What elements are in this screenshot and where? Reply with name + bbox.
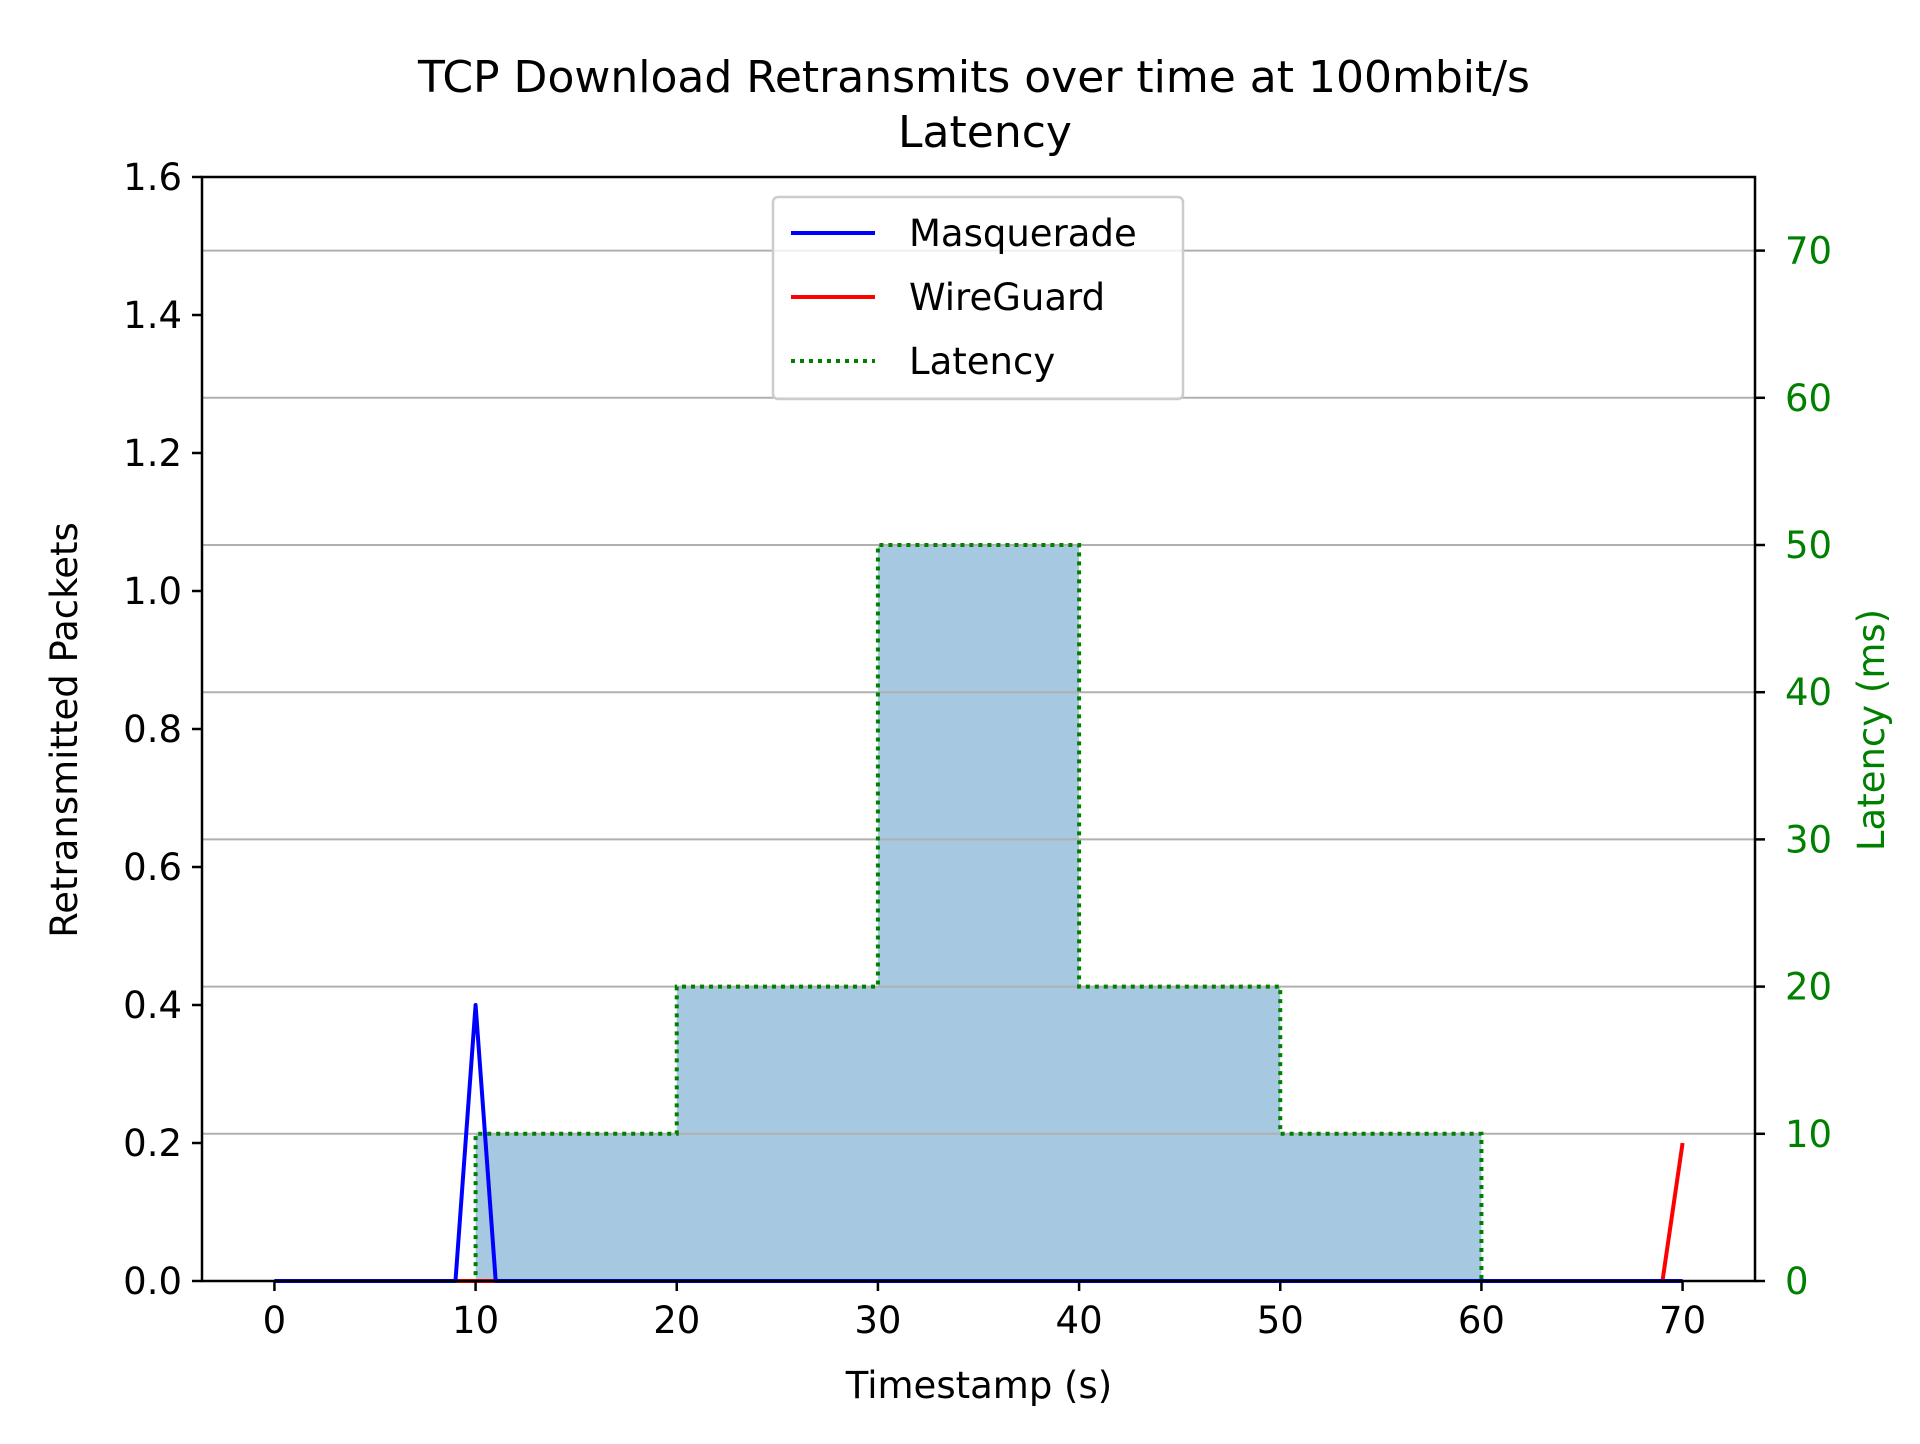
y-right-tick-label-5: 50: [1785, 524, 1832, 567]
y-right-tick-label-4: 40: [1785, 671, 1832, 714]
x-axis-label: Timestamp (s): [845, 1364, 1112, 1407]
y-tick-label-3: 0.6: [123, 846, 182, 889]
y-right-tick-label-7: 70: [1785, 230, 1832, 273]
x-tick-label-2: 20: [653, 1299, 700, 1342]
y-tick-label-7: 1.4: [123, 294, 182, 337]
y-tick-label-2: 0.4: [123, 984, 182, 1027]
y-tick-label-8: 1.6: [123, 156, 182, 199]
x-tick-label-5: 50: [1257, 1299, 1304, 1342]
legend-box: [771, 195, 1185, 401]
legend: Masquerade WireGuard Latency: [771, 195, 1185, 401]
y-right-tick-label-2: 20: [1785, 966, 1832, 1009]
y-tick-label-5: 1.0: [123, 570, 182, 613]
x-tick-label-1: 10: [452, 1299, 499, 1342]
y-right-tick-label-3: 30: [1785, 818, 1832, 861]
x-tick-label-0: 0: [263, 1299, 287, 1342]
y-axis-right-label: Latency (ms): [1850, 609, 1893, 851]
y-right-tick-label-1: 10: [1785, 1113, 1832, 1156]
y-tick-label-6: 1.2: [123, 432, 182, 475]
series-line-latency: [274, 543, 1683, 1283]
y-tick-label-1: 0.2: [123, 1122, 182, 1165]
plot-area: 0 10 20 30 40 50 60 70 0.0 0.2 0.4 0.6 0.8 1.0 1.2 1.4 1…: [123, 156, 1832, 1342]
y-axis-label: Retransmitted Packets: [43, 522, 86, 938]
x-tick-label-7: 70: [1659, 1299, 1706, 1342]
x-tick-label-4: 40: [1056, 1299, 1103, 1342]
y-tick-label-4: 0.8: [123, 708, 182, 751]
chart-title: TCP Download Retransmits over time at 10…: [417, 52, 1530, 103]
latency-fill-area: [274, 545, 1683, 1281]
legend-label-latency: Latency: [909, 340, 1055, 383]
x-tick-label-6: 60: [1458, 1299, 1505, 1342]
y-tick-label-0: 0.0: [123, 1260, 182, 1303]
legend-label-masquerade: Masquerade: [909, 212, 1137, 255]
legend-label-wireguard: WireGuard: [909, 276, 1105, 319]
y-right-tick-label-6: 60: [1785, 377, 1832, 420]
x-tick-label-3: 30: [854, 1299, 901, 1342]
y-right-tick-label-0: 0: [1785, 1260, 1809, 1303]
chart-subtitle: Latency: [898, 107, 1072, 158]
